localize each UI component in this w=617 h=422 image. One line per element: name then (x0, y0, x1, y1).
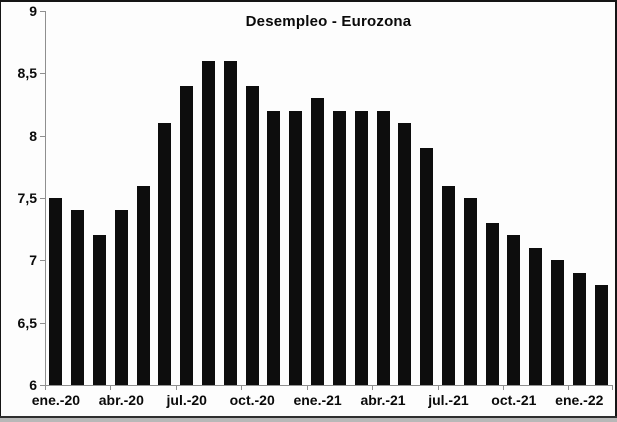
bar (71, 210, 85, 385)
x-tick-label: oct.-20 (229, 392, 275, 408)
bar (332, 110, 346, 385)
y-tick-label: 8,5 (17, 65, 37, 82)
x-tick-label: oct.-21 (491, 392, 537, 408)
x-tick-label: ene.-21 (293, 392, 342, 408)
y-tick-label: 6,5 (17, 314, 37, 331)
x-tick-mark (306, 386, 308, 390)
bar (311, 98, 325, 385)
bar (354, 110, 368, 385)
x-tick-mark (110, 386, 112, 390)
y-tick-mark (40, 11, 45, 12)
x-axis-end-tick (612, 386, 613, 390)
x-axis-line (45, 385, 613, 386)
x-tick-mark (502, 386, 504, 390)
x-tick-label: ene.-20 (31, 392, 81, 408)
x-tick-label: abr.-20 (98, 392, 144, 408)
bar (289, 110, 303, 385)
bar (202, 60, 216, 385)
window-border-right (615, 0, 617, 422)
bar (114, 210, 128, 385)
bar (398, 123, 412, 385)
y-tick-mark (40, 385, 45, 386)
y-tick-mark (40, 198, 45, 199)
bar (267, 110, 281, 385)
bar (420, 148, 434, 385)
bar (594, 285, 608, 385)
chart-title: Desempleo - Eurozona (245, 13, 412, 30)
bar (93, 235, 107, 385)
window-border-top (0, 0, 617, 2)
x-tick-label: abr.-21 (360, 392, 406, 408)
x-tick-label: ene.-22 (555, 392, 604, 408)
x-tick-mark (568, 386, 570, 390)
x-tick-mark (175, 386, 177, 390)
window-bottom-edge (0, 416, 617, 422)
x-tick-mark (241, 386, 243, 390)
bar (180, 85, 194, 385)
window-border-left (0, 0, 1, 422)
y-tick-mark (40, 135, 45, 137)
x-tick-mark (437, 386, 439, 390)
y-tick-mark (40, 322, 45, 324)
x-tick-label: jul.-21 (428, 392, 469, 408)
x-tick-mark (372, 386, 374, 390)
bar (572, 272, 586, 385)
bar (223, 60, 237, 385)
bar (485, 222, 499, 385)
y-tick-label: 7 (29, 252, 37, 269)
bar (441, 185, 455, 385)
y-tick-label: 9 (29, 3, 37, 19)
x-tick-mark (45, 386, 46, 390)
bar (245, 85, 259, 385)
bar (376, 110, 390, 385)
bar (529, 247, 543, 385)
bar (158, 123, 172, 385)
y-tick-mark (40, 260, 45, 262)
bar (507, 235, 521, 385)
y-axis-line (45, 11, 46, 385)
y-tick-mark (40, 73, 45, 75)
y-tick-label: 7,5 (17, 190, 37, 206)
bar (463, 198, 477, 385)
y-tick-label: 6 (29, 377, 37, 393)
y-tick-label: 8 (29, 127, 37, 144)
bar (49, 198, 63, 385)
x-tick-label: jul.-20 (166, 392, 207, 408)
bar (550, 260, 564, 385)
bar (136, 185, 150, 385)
